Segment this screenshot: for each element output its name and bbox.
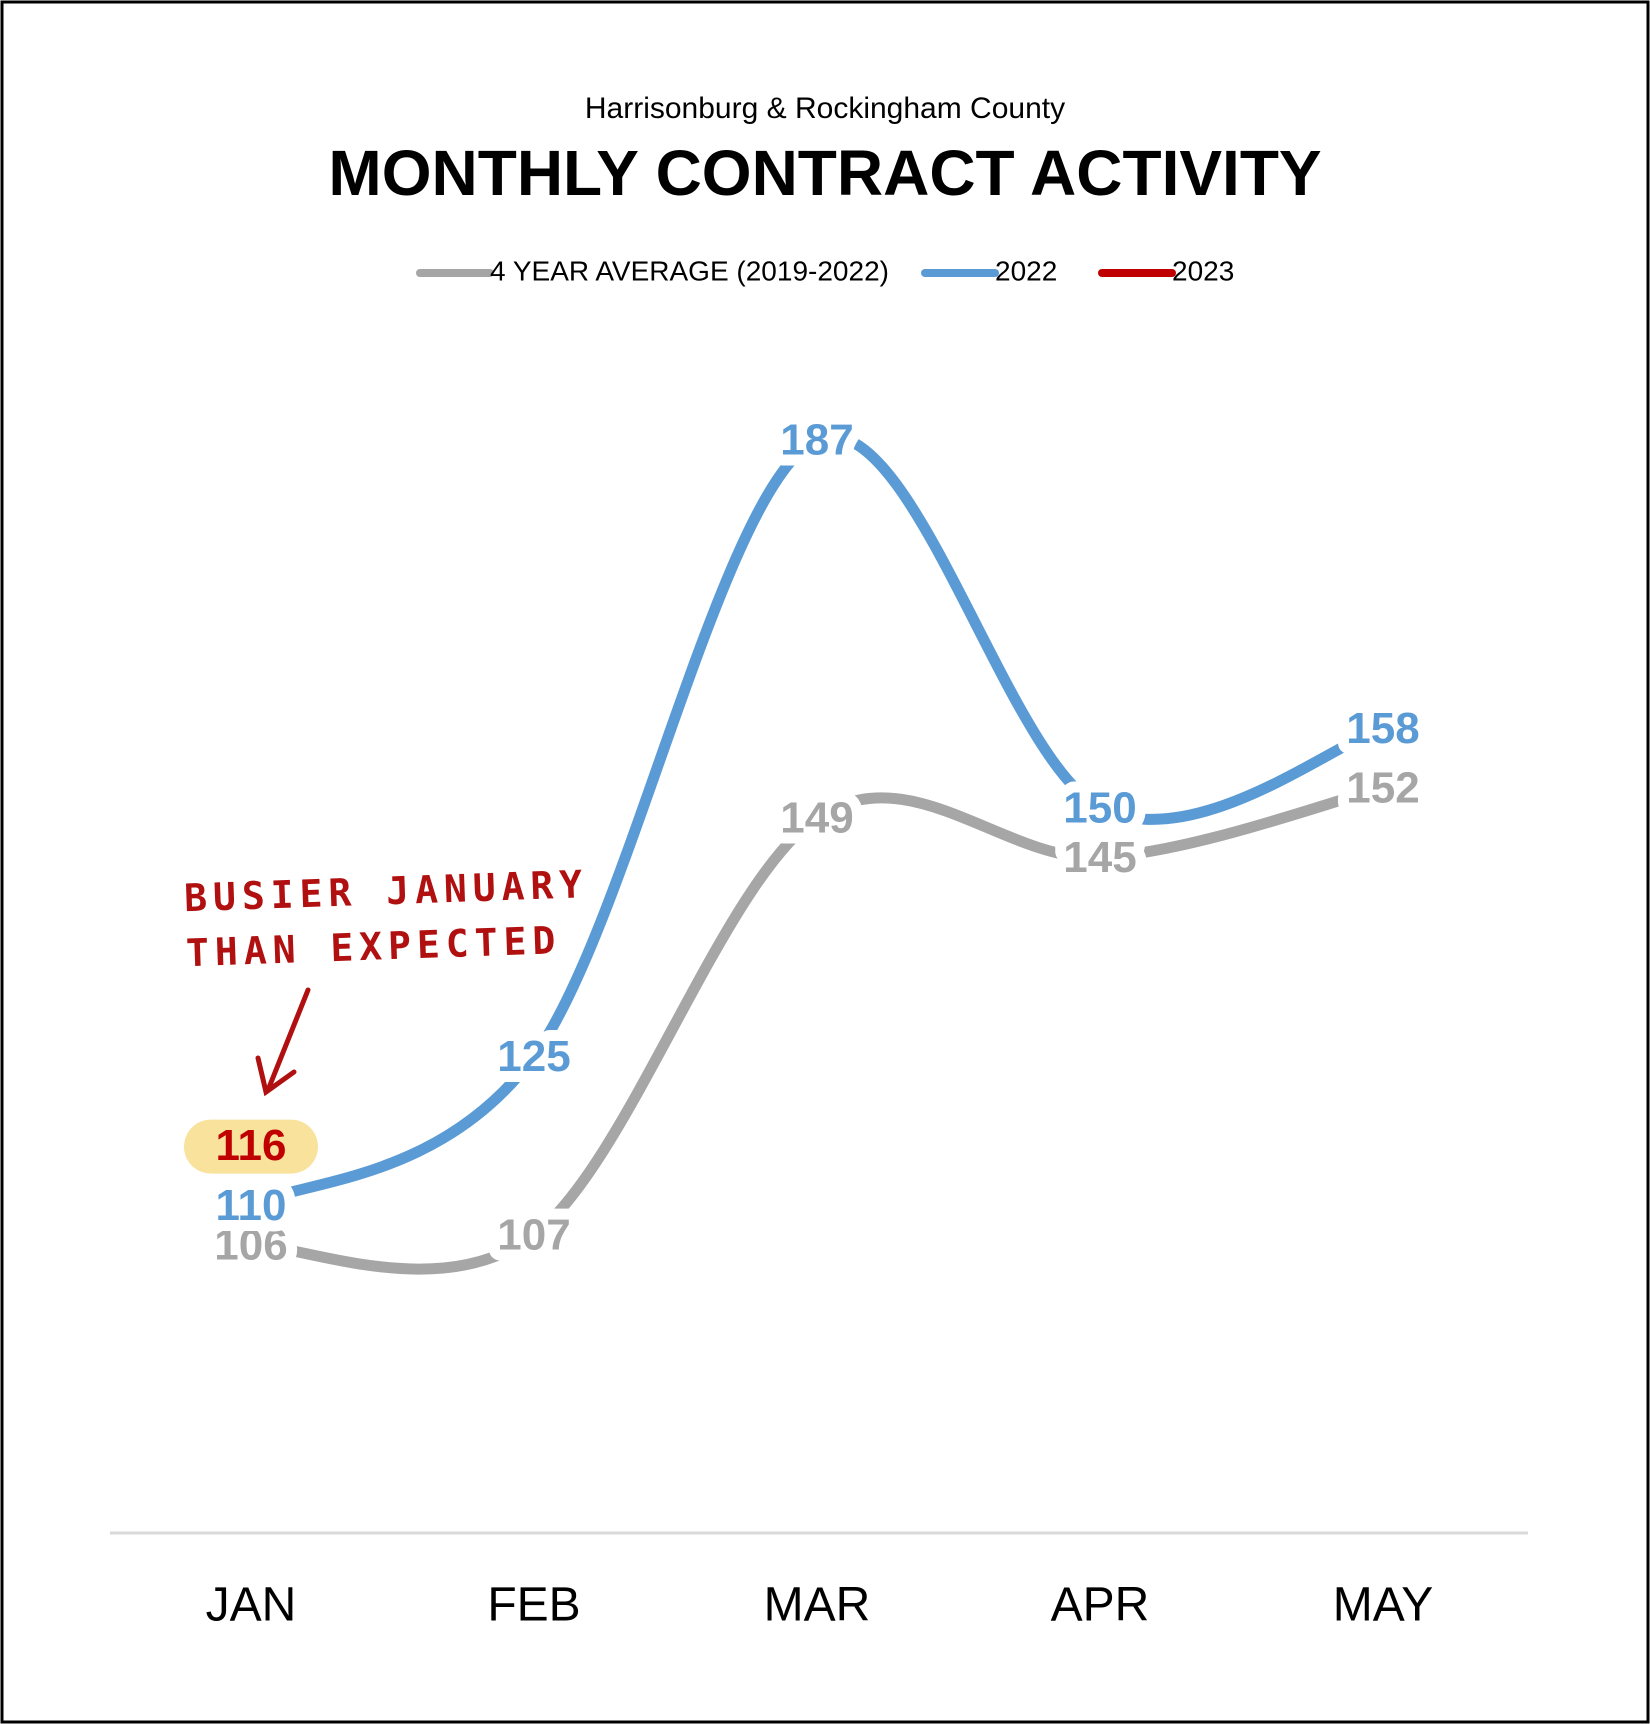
data-label: 150 — [1063, 783, 1136, 832]
highlight-point — [184, 1119, 318, 1174]
legend-label: 4 YEAR AVERAGE (2019-2022) — [490, 255, 889, 286]
x-tick-label: MAY — [1333, 1579, 1433, 1632]
data-label: 116 — [216, 1121, 287, 1170]
lines — [245, 431, 1389, 1275]
x-tick-label: MAR — [764, 1579, 871, 1632]
legend-label: 2022 — [995, 255, 1057, 286]
x-tick-label: APR — [1051, 1579, 1150, 1632]
annotation-arrow — [255, 987, 311, 1097]
x-tick-label: FEB — [487, 1579, 580, 1632]
data-label: 152 — [1346, 763, 1419, 812]
legend-label: 2023 — [1172, 255, 1234, 286]
data-label: 158 — [1346, 704, 1419, 753]
data-label: 107 — [497, 1211, 570, 1260]
series-line — [245, 431, 1389, 1211]
data-label: 106 — [214, 1221, 287, 1270]
data-label: 110 — [216, 1181, 287, 1230]
data-label: 145 — [1063, 833, 1136, 882]
data-label: 125 — [497, 1032, 570, 1081]
x-tick-label: JAN — [206, 1579, 297, 1632]
data-label: 187 — [780, 416, 853, 465]
data-label: 149 — [780, 793, 853, 842]
labels: 106 107 149 145 152 110 125 187 150 158 116 — [184, 405, 1431, 1281]
chart-subtitle: Harrisonburg & Rockingham County — [585, 92, 1065, 125]
series-line — [245, 782, 1389, 1275]
chart-title: MONTHLY CONTRACT ACTIVITY — [328, 137, 1321, 209]
